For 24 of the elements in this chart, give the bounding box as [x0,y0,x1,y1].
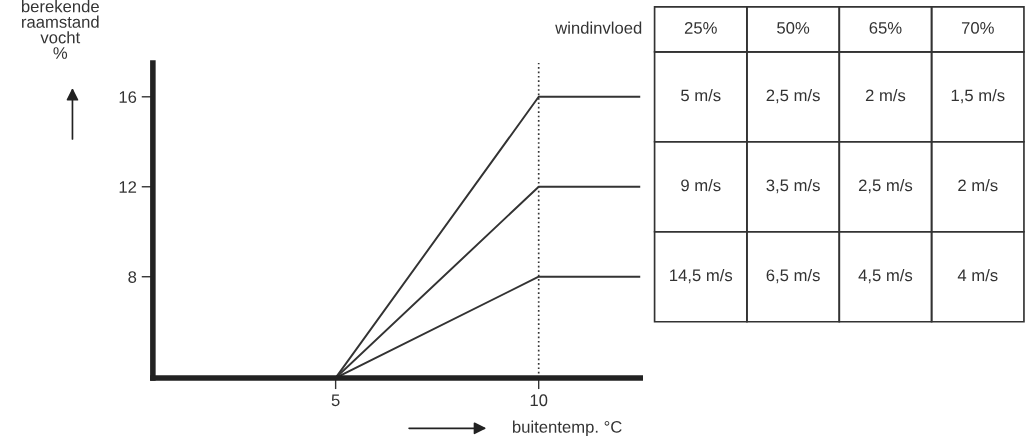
text: 5 m/s [681,89,721,102]
text: 25% [684,22,717,34]
y-tick-label: 16 [119,91,137,103]
text: 14,5 m/s [670,268,733,284]
text: 2 m/s [958,179,998,192]
x-axis-title: buitentemp. °C [512,420,622,437]
y-axis-title: berekende raamstand vocht % [21,0,99,59]
text: 50% [777,22,810,34]
text: 6,5 m/s [766,268,820,284]
x-tick-label: 5 [331,394,340,407]
y-tick-label: 8 [128,271,137,283]
text: 2,5 m/s [858,179,913,194]
text: 70% [961,22,994,34]
text: windinvloed [555,21,642,34]
text: 2 m/s [865,89,906,102]
text: 9 m/s [681,179,721,192]
text: 4,5 m/s [858,268,913,284]
text: 65% [869,22,902,34]
text: 1,5 m/s [951,89,1005,104]
text: 3,5 m/s [766,179,820,194]
text: 4 m/s [957,268,998,282]
y-tick-label: 12 [119,181,137,193]
text: 2,5 m/s [766,89,820,104]
x-tick-label: 10 [530,394,548,407]
